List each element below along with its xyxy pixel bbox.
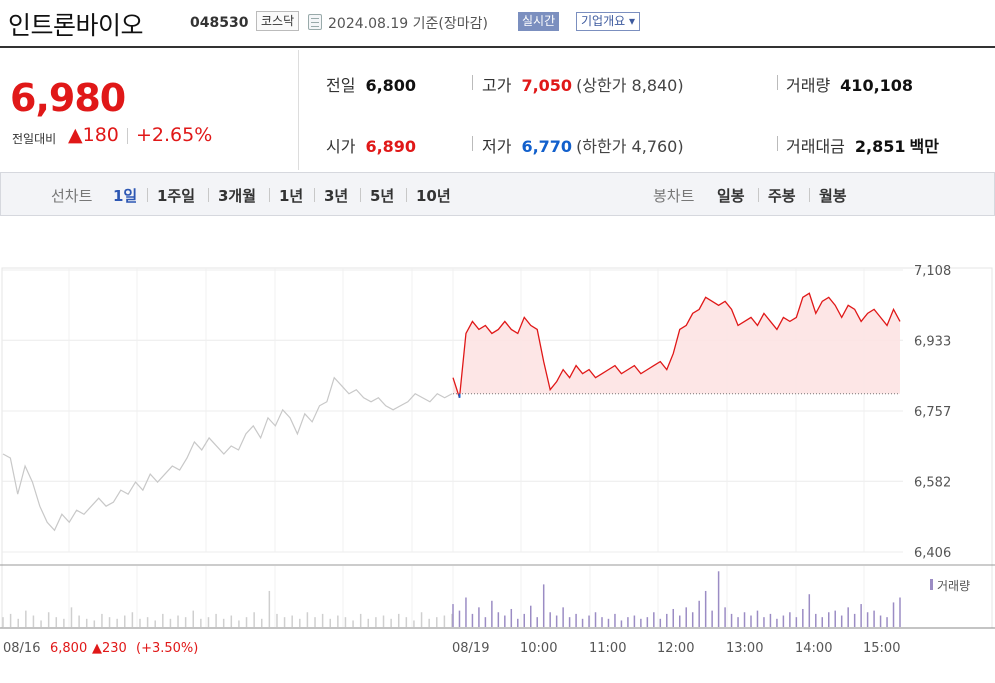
volume-legend-swatch	[930, 579, 933, 590]
stat-volume: 거래량 410,108	[786, 72, 913, 96]
x-tick-label: 11:00	[589, 641, 626, 656]
divider	[269, 188, 270, 202]
change-value: ▲180	[68, 124, 119, 146]
divider	[472, 136, 473, 151]
lower-limit: (하한가 4,760)	[576, 137, 684, 156]
divider	[208, 188, 209, 202]
y-tick-label: 6,406	[914, 546, 951, 561]
prev-day-pct: (+3.50%)	[136, 641, 198, 656]
change-label: 전일대비	[12, 132, 57, 146]
tab-weekly-candle[interactable]: 주봉	[768, 187, 796, 205]
divider	[777, 75, 778, 90]
upper-limit: (상한가 8,840)	[576, 76, 684, 95]
stat-prev-label: 전일	[326, 76, 356, 95]
prev-day-line	[2, 376, 453, 532]
x-tick-label: 08/16	[3, 641, 40, 656]
market-badge: 코스닥	[256, 11, 300, 31]
x-axis: 08/16 6,800 ▲230 (+3.50%) 08/19 10:00 11…	[3, 641, 900, 656]
company-overview-dropdown[interactable]: 기업개요 ▾	[576, 12, 640, 31]
x-tick-label: 13:00	[726, 641, 763, 656]
y-tick-label: 7,108	[914, 264, 951, 279]
stat-amount-label: 거래대금	[786, 137, 845, 156]
stat-volume-label: 거래량	[786, 76, 831, 95]
y-tick-label: 6,582	[914, 475, 951, 490]
line-chart-label: 선차트	[51, 187, 93, 205]
divider	[809, 188, 810, 202]
stat-open-value: 6,890	[365, 137, 417, 156]
stat-amount: 거래대금 2,851 백만	[786, 133, 939, 157]
tab-monthly-candle[interactable]: 월봉	[819, 187, 847, 205]
today-line	[452, 292, 901, 398]
calendar-icon	[308, 14, 322, 30]
stat-low-value: 6,770	[521, 137, 573, 156]
chart-series	[2, 292, 901, 532]
tab-1y[interactable]: 1년	[279, 187, 304, 205]
prev-day-price: 6,800	[50, 641, 87, 656]
current-price: 6,980	[10, 76, 126, 120]
price-stats: 전일 6,800 고가 7,050 (상한가 8,840) 거래량 410,108 시가…	[300, 50, 995, 170]
stat-high-label: 고가	[482, 76, 512, 95]
tab-daily-candle[interactable]: 일봉	[717, 187, 745, 205]
stock-name: 인트론바이오	[8, 11, 144, 40]
change-percent: +2.65%	[136, 124, 213, 146]
tab-3m[interactable]: 3개월	[218, 187, 257, 205]
x-tick-label: 08/19	[452, 641, 489, 656]
tab-10y[interactable]: 10년	[416, 187, 451, 205]
divider	[314, 188, 315, 202]
tab-1d[interactable]: 1일	[113, 187, 138, 205]
chart-grid	[0, 267, 995, 629]
stock-header: 인트론바이오 048530 코스닥 2024.08.19 기준(장마감) 실시간…	[0, 0, 995, 48]
volume-legend: 거래량	[937, 579, 970, 593]
price-chart: 7,108 6,933 6,757 6,582 6,406 08/16 6,800 ▲2…	[0, 264, 995, 656]
divider	[472, 75, 473, 90]
stat-high-value: 7,050	[521, 76, 573, 95]
x-tick-label: 10:00	[520, 641, 557, 656]
base-date: 2024.08.19 기준(장마감)	[328, 16, 488, 32]
divider	[758, 188, 759, 202]
prev-day-change: ▲230	[92, 641, 127, 656]
realtime-button[interactable]: 실시간	[518, 12, 560, 31]
y-tick-label: 6,933	[914, 334, 951, 349]
stat-volume-value: 410,108	[840, 76, 914, 95]
chart-period-tabs: 선차트 1일 1주일 3개월 1년 3년 5년 10년 봉차트 일봉 주봉 월봉	[0, 172, 995, 216]
divider	[127, 128, 128, 144]
stat-low-label: 저가	[482, 137, 512, 156]
stat-low: 저가 6,770 (하한가 4,760)	[482, 133, 684, 157]
x-tick-label: 15:00	[863, 641, 900, 656]
stat-prev: 전일 6,800	[326, 72, 416, 96]
today-area	[453, 293, 900, 398]
stat-prev-value: 6,800	[365, 76, 417, 95]
tab-3y[interactable]: 3년	[324, 187, 349, 205]
divider	[777, 136, 778, 151]
stock-code: 048530	[190, 15, 249, 31]
divider	[406, 188, 407, 202]
y-axis: 7,108 6,933 6,757 6,582 6,406	[914, 264, 951, 561]
divider	[147, 188, 148, 202]
stat-high: 고가 7,050 (상한가 8,840)	[482, 72, 684, 96]
x-tick-label: 14:00	[795, 641, 832, 656]
candle-chart-label: 봉차트	[653, 187, 695, 205]
x-tick-label: 12:00	[657, 641, 694, 656]
stat-open: 시가 6,890	[326, 133, 416, 157]
tab-1w[interactable]: 1주일	[157, 187, 196, 205]
stat-open-label: 시가	[326, 137, 356, 156]
tab-5y[interactable]: 5년	[370, 187, 395, 205]
current-price-box: 6,980 전일대비 ▲180 +2.65%	[0, 50, 299, 170]
stat-amount-value: 2,851	[854, 137, 906, 156]
stat-amount-unit: 백만	[909, 137, 939, 156]
divider	[360, 188, 361, 202]
y-tick-label: 6,757	[914, 405, 951, 420]
volume-bars	[2, 571, 901, 627]
